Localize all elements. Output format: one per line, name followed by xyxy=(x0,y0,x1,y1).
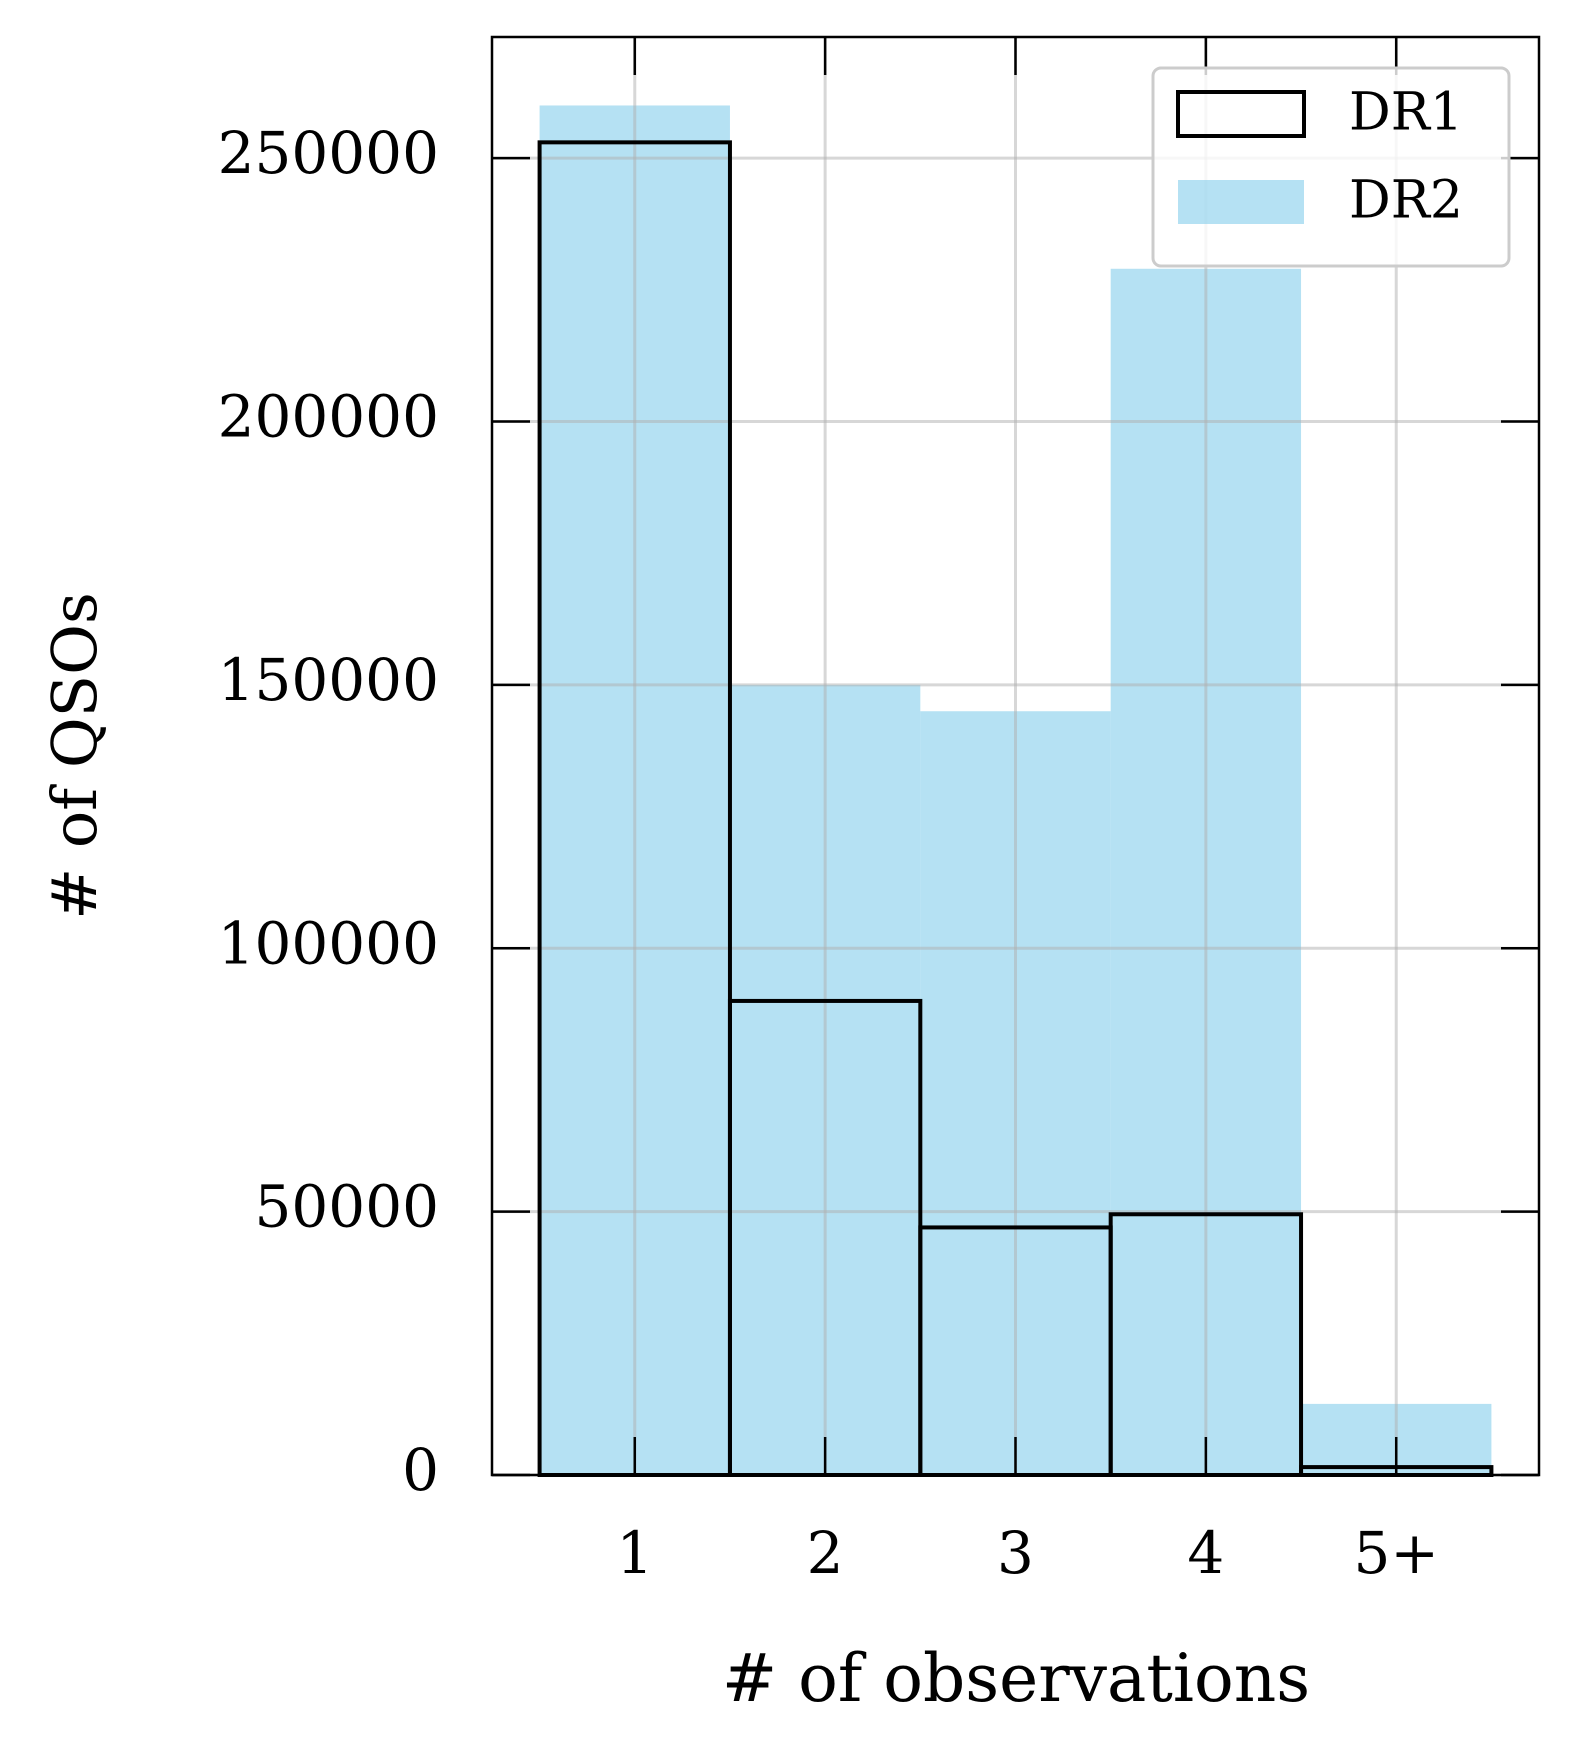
y-tick-label: 150000 xyxy=(218,646,439,714)
x-tick-label: 4 xyxy=(1187,1519,1224,1587)
x-tick-label: 3 xyxy=(997,1519,1034,1587)
legend-swatch xyxy=(1178,180,1304,224)
y-tick-label: 100000 xyxy=(218,909,439,977)
y-tick-label: 0 xyxy=(402,1436,439,1504)
y-tick-label: 200000 xyxy=(218,383,439,451)
legend-label: DR1 xyxy=(1349,83,1463,143)
legend-swatch xyxy=(1176,90,1306,138)
y-axis-label: # of QSOs xyxy=(38,592,111,920)
plot-frame xyxy=(490,35,1541,1477)
legend-label: DR2 xyxy=(1349,171,1463,231)
x-axis-label: # of observations xyxy=(722,1640,1310,1717)
x-tick-label: 2 xyxy=(807,1519,844,1587)
y-tick-label: 250000 xyxy=(218,119,439,187)
x-tick-label: 1 xyxy=(616,1519,653,1587)
y-tick-label: 50000 xyxy=(254,1173,439,1241)
x-tick-label: 5+ xyxy=(1353,1519,1439,1587)
